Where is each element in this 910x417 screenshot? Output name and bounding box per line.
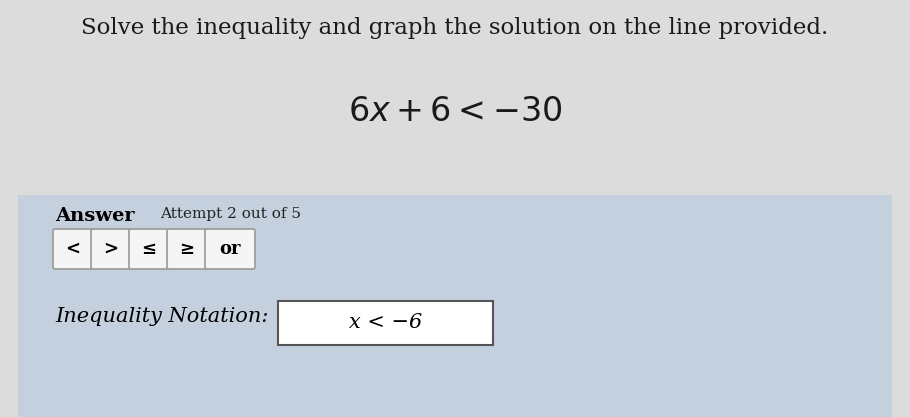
FancyBboxPatch shape <box>129 229 169 269</box>
FancyBboxPatch shape <box>167 229 207 269</box>
Text: >: > <box>104 240 118 258</box>
FancyBboxPatch shape <box>278 301 493 345</box>
FancyBboxPatch shape <box>18 195 892 417</box>
Text: Solve the inequality and graph the solution on the line provided.: Solve the inequality and graph the solut… <box>81 17 829 39</box>
Text: Answer: Answer <box>55 207 135 225</box>
FancyBboxPatch shape <box>53 229 93 269</box>
Text: x < −6: x < −6 <box>349 314 422 332</box>
Text: Inequality Notation:: Inequality Notation: <box>55 307 268 327</box>
Text: or: or <box>219 240 241 258</box>
Text: $6x + 6 < -30$: $6x + 6 < -30$ <box>348 96 562 128</box>
Text: ≤: ≤ <box>141 240 157 258</box>
FancyBboxPatch shape <box>91 229 131 269</box>
FancyBboxPatch shape <box>205 229 255 269</box>
Text: ≥: ≥ <box>179 240 195 258</box>
Text: <: < <box>66 240 80 258</box>
Text: Attempt 2 out of 5: Attempt 2 out of 5 <box>160 207 301 221</box>
